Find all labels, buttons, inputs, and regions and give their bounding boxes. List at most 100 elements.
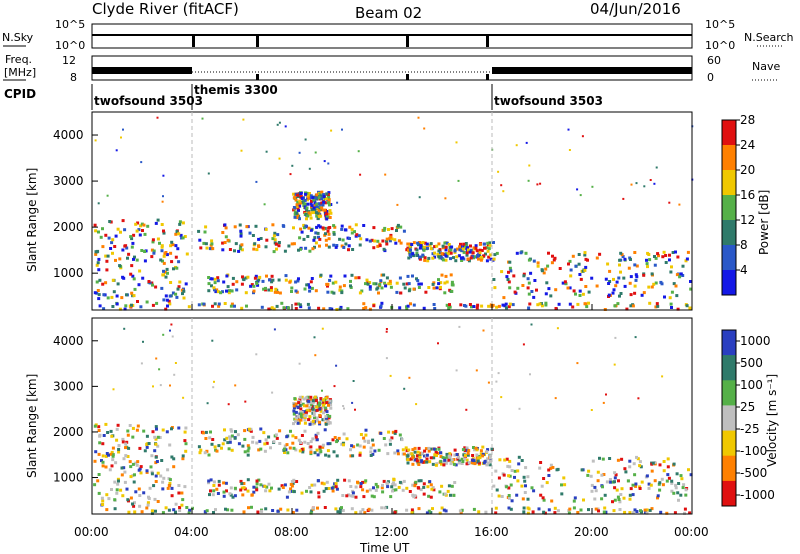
outlier-cell: [482, 329, 485, 332]
data-cell: [403, 286, 407, 290]
data-cell: [223, 428, 226, 432]
data-cell: [101, 245, 105, 249]
data-cell: [302, 226, 306, 230]
data-cell: [406, 242, 410, 246]
data-cell: [212, 489, 216, 493]
outlier-cell: [530, 323, 533, 326]
data-cell: [289, 482, 293, 486]
outlier-cell: [212, 386, 215, 389]
data-cell: [300, 200, 304, 204]
data-cell: [299, 227, 303, 231]
data-cell: [433, 245, 437, 249]
data-cell: [325, 410, 329, 414]
data-cell: [628, 493, 632, 497]
data-cell: [264, 286, 267, 290]
data-cell: [633, 284, 637, 288]
data-cell: [334, 485, 338, 489]
data-cell: [645, 262, 649, 266]
data-cell: [290, 484, 294, 488]
data-cell: [675, 472, 679, 476]
data-cell: [307, 418, 311, 422]
data-cell: [271, 278, 275, 282]
data-cell: [583, 251, 587, 255]
data-cell: [410, 508, 414, 512]
data-cell: [317, 235, 320, 239]
data-cell: [228, 492, 232, 496]
data-cell: [318, 413, 322, 417]
data-cell: [437, 278, 440, 282]
data-cell: [224, 235, 228, 239]
data-cell: [396, 449, 400, 453]
data-cell: [244, 291, 248, 295]
data-cell: [475, 453, 479, 457]
data-cell: [197, 229, 201, 233]
data-cell: [402, 282, 406, 286]
data-cell: [111, 446, 115, 450]
data-cell: [208, 493, 211, 497]
data-cell: [621, 255, 625, 258]
data-cell: [143, 259, 147, 263]
data-cell: [452, 458, 456, 461]
data-cell: [613, 471, 617, 475]
data-cell: [432, 286, 436, 290]
data-cell: [217, 483, 221, 487]
data-cell: [656, 496, 659, 500]
data-cell: [587, 290, 591, 294]
data-cell: [421, 241, 425, 244]
data-cell: [278, 291, 282, 295]
data-cell: [407, 256, 411, 260]
data-cell: [183, 439, 187, 443]
data-cell: [672, 491, 676, 495]
outlier-cell: [556, 327, 559, 330]
data-cell: [298, 449, 302, 453]
data-cell: [550, 499, 554, 503]
data-cell: [104, 465, 108, 469]
data-cell: [389, 285, 393, 289]
data-cell: [146, 224, 150, 228]
data-cell: [612, 509, 616, 513]
data-cell: [332, 224, 336, 228]
data-cell: [542, 271, 546, 275]
data-cell: [398, 306, 402, 310]
data-cell: [202, 302, 206, 306]
data-cell: [357, 234, 361, 238]
data-cell: [688, 511, 692, 515]
data-cell: [326, 212, 330, 216]
data-cell: [289, 429, 292, 433]
data-cell: [508, 260, 512, 264]
data-cell: [679, 474, 683, 478]
data-cell: [552, 258, 556, 262]
data-cell: [411, 274, 414, 278]
data-cell: [362, 307, 366, 310]
data-cell: [356, 443, 360, 447]
data-cell: [334, 507, 338, 511]
data-cell: [563, 483, 567, 487]
data-cell: [432, 281, 436, 285]
data-cell: [441, 244, 445, 248]
data-cell: [303, 418, 307, 422]
data-cell: [385, 237, 389, 241]
data-cell: [355, 233, 359, 237]
data-cell: [664, 254, 668, 257]
colorbar-segment: [722, 430, 736, 457]
data-cell: [162, 269, 165, 273]
data-cell: [101, 460, 105, 464]
data-cell: [594, 489, 598, 493]
data-cell: [132, 504, 136, 508]
data-cell: [485, 259, 489, 263]
data-cell: [257, 478, 261, 482]
data-cell: [604, 277, 608, 281]
data-cell: [340, 291, 344, 295]
data-cell: [252, 289, 256, 293]
data-cell: [309, 511, 313, 515]
data-cell: [233, 304, 236, 308]
data-cell: [269, 286, 273, 290]
data-cell: [536, 261, 540, 265]
data-cell: [265, 274, 268, 278]
velocity-colorbar-label: Velocity [m s⁻¹]: [765, 374, 779, 467]
data-cell: [617, 479, 620, 483]
data-cell: [176, 247, 180, 251]
data-cell: [160, 459, 164, 462]
data-cell: [629, 304, 633, 308]
outlier-cell: [342, 405, 345, 407]
